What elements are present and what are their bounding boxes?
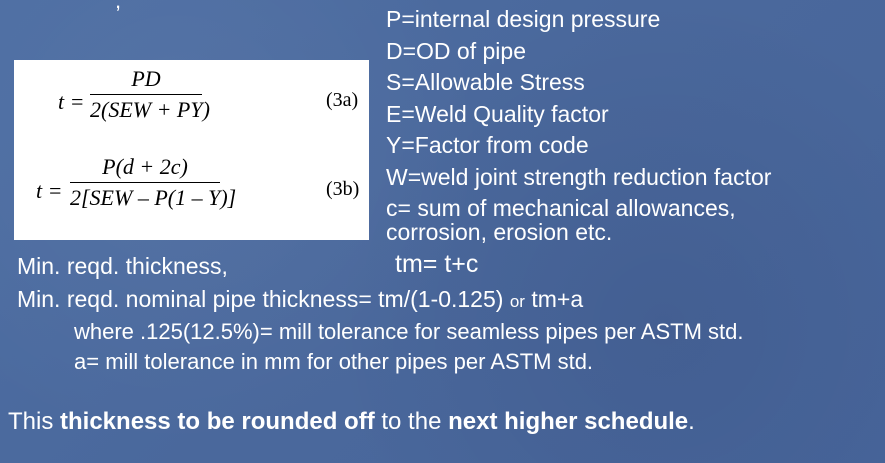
definition-s: S=Allowable Stress <box>386 69 585 95</box>
equation-3b-tag: (3b) <box>326 178 360 200</box>
equation-3b-fraction-bar <box>70 182 220 183</box>
nominal-thickness-alt: tm+a <box>531 286 584 312</box>
definition-d: D=OD of pipe <box>386 37 526 64</box>
equation-3a-lhs: t = <box>58 89 85 114</box>
equation-3b-denominator: 2[SEW – P(1 – Y)] <box>70 185 237 210</box>
equation-3a-fraction-bar <box>90 94 202 95</box>
equation-3a-tag: (3a) <box>326 89 359 111</box>
equation-box: t = PD 2(SEW + PY) (3a) t = P(d + 2c) 2[… <box>14 60 369 240</box>
conclusion-emphasis-rounded: thickness to be rounded off <box>60 408 375 435</box>
definitions-list: P=internal design pressure D=OD of pipe … <box>386 4 771 243</box>
conclusion-part5: . <box>688 408 695 435</box>
top-fragment: , <box>115 0 122 13</box>
conclusion-line: This thickness to be rounded off to the … <box>8 408 695 436</box>
equation-3b-numerator: P(d + 2c) <box>102 154 188 179</box>
definition-w: W=weld joint strength reduction factor <box>386 163 772 190</box>
where-seamless-tolerance: where .125(12.5%)= mill tolerance for se… <box>74 319 744 344</box>
equation-3a: t = PD 2(SEW + PY) (3a) <box>14 60 369 150</box>
definition-c: c= sum of mechanical allowances, <box>386 195 736 221</box>
definition-y: Y=Factor from code <box>386 132 589 158</box>
equation-3a-numerator: PD <box>131 66 161 91</box>
conclusion-part3: to the <box>374 408 449 435</box>
definition-c-continued: corrosion, erosion etc. <box>386 218 613 245</box>
definition-e: E=Weld Quality factor <box>386 100 609 127</box>
definition-p: P=internal design pressure <box>386 6 661 32</box>
nominal-thickness-line: Min. reqd. nominal pipe thickness= tm/(1… <box>17 286 583 313</box>
nominal-thickness-or: or <box>509 292 525 311</box>
conclusion-emphasis-schedule: next higher schedule <box>448 408 689 435</box>
conclusion-part1: This <box>8 408 61 435</box>
nominal-thickness-label: Min. reqd. nominal pipe thickness= tm/(1… <box>17 286 504 312</box>
min-thickness-formula: tm= t+c <box>395 250 479 278</box>
where-other-tolerance: a= mill tolerance in mm for other pipes … <box>74 349 594 374</box>
min-thickness-label: Min. reqd. thickness, <box>17 253 228 279</box>
equation-3b-lhs: t = <box>36 178 63 203</box>
equation-3a-denominator: 2(SEW + PY) <box>90 97 210 122</box>
equation-3b: t = P(d + 2c) 2[SEW – P(1 – Y)] (3b) <box>14 150 369 240</box>
